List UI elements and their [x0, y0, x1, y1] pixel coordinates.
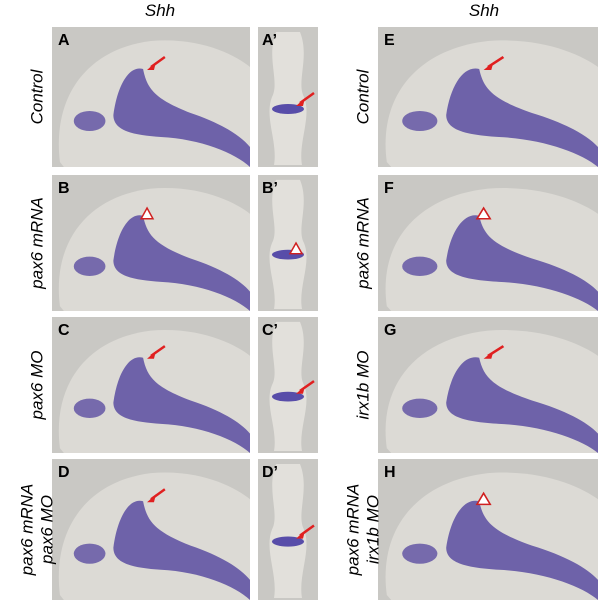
row-label: pax6 mRNA — [27, 197, 46, 290]
row-label: Control — [27, 68, 46, 124]
panel-letter: B — [58, 180, 70, 197]
embryo-image — [378, 317, 598, 453]
micrograph — [378, 175, 598, 311]
row-label: pax6 mRNA — [353, 197, 372, 290]
column-header: Shh — [145, 1, 175, 20]
micrograph — [378, 27, 598, 167]
embryo-image — [52, 27, 250, 167]
micrograph — [52, 175, 250, 311]
embryo-image — [378, 175, 598, 311]
micrograph — [52, 317, 250, 453]
row-label: irx1b MO — [353, 351, 372, 420]
panel-letter: D’ — [262, 464, 278, 481]
embryo-image — [52, 175, 250, 311]
row-label: pax6 MO — [27, 351, 46, 421]
row-label: pax6 mRNA — [343, 484, 362, 577]
row-label: Control — [353, 68, 372, 124]
embryo-image — [52, 459, 250, 600]
panel-letter: A — [58, 32, 70, 49]
micrograph — [378, 459, 598, 600]
panel-letter: C — [58, 322, 70, 339]
row-label: pax6 MO — [37, 495, 56, 565]
panel-letter: D — [58, 464, 70, 481]
micrograph — [52, 27, 250, 167]
embryo-image — [378, 459, 598, 600]
panel-letter: H — [384, 464, 396, 481]
row-label: pax6 mRNA — [17, 484, 36, 577]
panel-letter: E — [384, 32, 395, 49]
embryo-image — [378, 27, 598, 167]
panel-letter: C’ — [262, 322, 278, 339]
micrograph — [52, 459, 250, 600]
panel-letter: B’ — [262, 180, 278, 197]
panel-letter: G — [384, 322, 396, 339]
panel-letter: A’ — [262, 32, 277, 49]
row-label: irx1b MO — [363, 495, 382, 564]
column-header: Shh — [469, 1, 499, 20]
micrograph — [378, 317, 598, 453]
panel-letter: F — [384, 180, 394, 197]
embryo-image — [52, 317, 250, 453]
